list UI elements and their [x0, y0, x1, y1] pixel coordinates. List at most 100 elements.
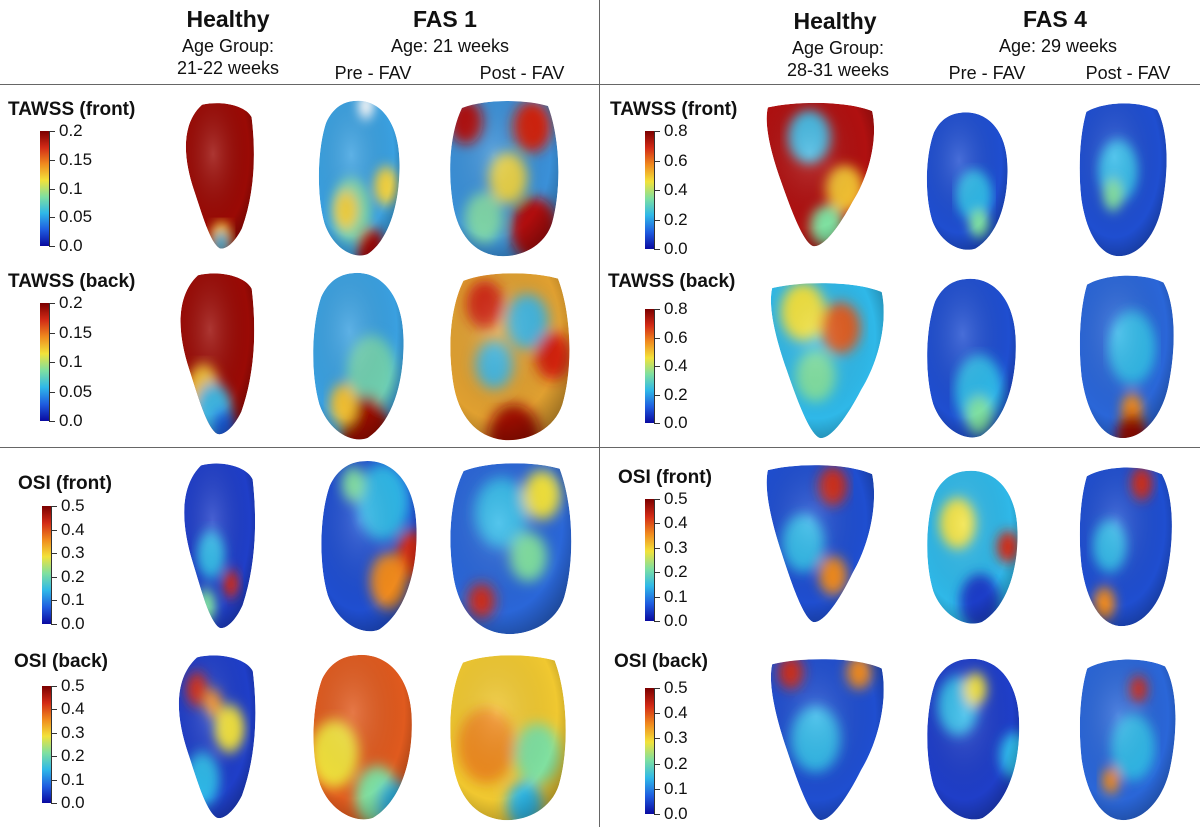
left-colorbar-3 [42, 686, 52, 803]
colorbar-tick-mark [51, 506, 57, 507]
right-row-label-2: OSI (front) [618, 467, 712, 488]
colorbar-tick-mark [49, 362, 55, 363]
colorbar-tick-mark [51, 732, 57, 734]
heart-surface-render [318, 100, 400, 256]
colorbar-tick-label: 0.15 [59, 322, 93, 342]
left-row-label-3: OSI (back) [14, 651, 108, 672]
right-healthy-age-label: Age Group: [791, 38, 885, 58]
colorbar-tick-mark [654, 572, 660, 574]
left-healthy-age-value: 21-22 weeks [176, 58, 280, 78]
colorbar-tick-label: 0.1 [59, 178, 83, 198]
right-colorbar-3 [645, 688, 655, 814]
right-healthy-title: Healthy [793, 8, 877, 34]
colorbar-tick-label: 0.4 [664, 356, 688, 375]
heart-surface-render [321, 461, 417, 632]
colorbar-tick-label: 0.0 [664, 239, 688, 258]
colorbar-tick-label: 0.2 [59, 121, 83, 140]
heart-surface-render [313, 654, 412, 820]
colorbar-tick-mark [654, 366, 660, 367]
colorbar-tick-label: 0.1 [664, 586, 688, 606]
colorbar-tick-mark [49, 421, 55, 422]
colorbar-tick-mark [49, 131, 55, 132]
colorbar-tick-label: 0.4 [664, 180, 688, 199]
colorbar-tick-mark [51, 756, 57, 758]
colorbar-tick-mark [654, 713, 660, 715]
colorbar-tick-label: 0.8 [664, 299, 688, 318]
vertical-divider [599, 0, 600, 827]
right-post-fav: Post - FAV [1085, 63, 1171, 83]
heart-surface-render [180, 273, 255, 435]
colorbar-tick-mark [654, 688, 660, 689]
heart-surface-render [450, 655, 566, 821]
colorbar-tick-mark [654, 523, 660, 525]
colorbar-tick-mark [654, 160, 660, 162]
heart-surface-render [178, 655, 256, 819]
left-pre-fav: Pre - FAV [334, 63, 412, 83]
heart-surface-render [770, 283, 884, 439]
heart-surface-render [184, 463, 256, 629]
colorbar-tick-label: 0.1 [59, 352, 83, 371]
colorbar-tick-label: 0.5 [664, 678, 688, 697]
left-fas-age: Age: 21 weeks [390, 36, 510, 56]
right-row-label-3: OSI (back) [614, 651, 708, 672]
colorbar-tick-label: 0.2 [664, 384, 688, 404]
colorbar-tick-label: 0.8 [664, 121, 688, 140]
colorbar-tick-mark [654, 190, 660, 191]
heart-surface-render [1079, 275, 1174, 439]
heart-surface-render [927, 470, 1018, 624]
colorbar-tick-label: 0.3 [61, 543, 85, 563]
colorbar-tick-label: 0.3 [664, 537, 688, 557]
colorbar-tick-mark [654, 219, 660, 221]
colorbar-tick-mark [51, 803, 57, 804]
colorbar-tick-label: 0.2 [59, 293, 83, 312]
colorbar-tick-label: 0.0 [61, 793, 85, 812]
colorbar-tick-mark [654, 423, 660, 424]
colorbar-tick-label: 0.05 [59, 207, 93, 227]
colorbar-tick-label: 0.4 [61, 699, 85, 719]
colorbar-tick-label: 0.0 [61, 614, 85, 633]
colorbar-tick-mark [654, 738, 660, 740]
colorbar-tick-mark [51, 529, 57, 531]
left-row-label-1: TAWSS (back) [8, 271, 136, 292]
right-row-label-1: TAWSS (back) [608, 271, 736, 292]
heart-surface-render [927, 658, 1020, 820]
right-healthy-age-value: 28-31 weeks [786, 60, 890, 80]
right-pre-fav: Pre - FAV [948, 63, 1026, 83]
colorbar-tick-mark [49, 246, 55, 247]
colorbar-tick-label: 0.0 [664, 804, 688, 823]
colorbar-tick-mark [654, 596, 660, 598]
colorbar-tick-mark [51, 624, 57, 625]
colorbar-tick-label: 0.0 [664, 413, 688, 432]
heart-surface-render [1079, 103, 1167, 257]
colorbar-tick-label: 0.2 [61, 746, 85, 766]
colorbar-tick-label: 0.1 [61, 769, 85, 789]
colorbar-tick-mark [654, 547, 660, 549]
right-fas-title: FAS 4 [1023, 6, 1087, 32]
colorbar-tick-label: 0.15 [59, 149, 93, 169]
colorbar-tick-mark [49, 217, 55, 219]
colorbar-tick-label: 0.1 [664, 778, 688, 798]
heart-surface-render [450, 101, 559, 257]
colorbar-tick-mark [49, 303, 55, 304]
colorbar-tick-label: 0.4 [664, 703, 688, 723]
heart-surface-render [766, 102, 875, 247]
heart-surface-render [1079, 467, 1172, 626]
left-post-fav: Post - FAV [479, 63, 565, 83]
colorbar-tick-label: 0.2 [664, 753, 688, 773]
heart-surface-render [313, 273, 404, 440]
colorbar-tick-mark [51, 553, 57, 555]
colorbar-tick-mark [51, 686, 57, 687]
heart-surface-render [926, 112, 1008, 250]
heart-surface-render [766, 465, 875, 622]
section-divider [0, 447, 1200, 448]
colorbar-tick-mark [49, 332, 55, 334]
colorbar-tick-label: 0.6 [664, 327, 688, 347]
colorbar-tick-mark [654, 309, 660, 310]
colorbar-tick-label: 0.2 [664, 562, 688, 582]
colorbar-tick-mark [51, 709, 57, 711]
left-fas-title: FAS 1 [413, 6, 477, 32]
colorbar-tick-label: 0.2 [664, 209, 688, 229]
colorbar-tick-mark [51, 779, 57, 781]
right-row-label-0: TAWSS (front) [610, 99, 738, 120]
colorbar-tick-label: 0.4 [61, 519, 85, 539]
